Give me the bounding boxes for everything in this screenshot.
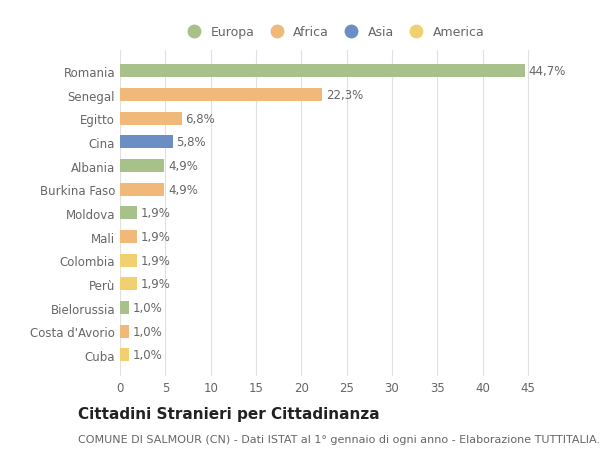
Text: 1,9%: 1,9% <box>141 278 171 291</box>
Text: 22,3%: 22,3% <box>326 89 363 102</box>
Bar <box>120 325 129 338</box>
Bar <box>120 112 182 125</box>
Text: 1,9%: 1,9% <box>141 230 171 244</box>
Bar <box>120 160 164 173</box>
Text: Cittadini Stranieri per Cittadinanza: Cittadini Stranieri per Cittadinanza <box>78 406 380 421</box>
Bar <box>120 254 137 267</box>
Text: 1,0%: 1,0% <box>133 325 163 338</box>
Bar <box>120 65 525 78</box>
Text: COMUNE DI SALMOUR (CN) - Dati ISTAT al 1° gennaio di ogni anno - Elaborazione TU: COMUNE DI SALMOUR (CN) - Dati ISTAT al 1… <box>78 434 600 444</box>
Bar <box>120 183 164 196</box>
Bar <box>120 207 137 220</box>
Text: 1,9%: 1,9% <box>141 254 171 267</box>
Text: 1,0%: 1,0% <box>133 348 163 362</box>
Text: 4,9%: 4,9% <box>168 183 198 196</box>
Bar <box>120 348 129 362</box>
Text: 1,9%: 1,9% <box>141 207 171 220</box>
Text: 4,9%: 4,9% <box>168 160 198 173</box>
Text: 1,0%: 1,0% <box>133 302 163 314</box>
Text: 5,8%: 5,8% <box>176 136 206 149</box>
Bar <box>120 278 137 291</box>
Bar <box>120 230 137 244</box>
Bar <box>120 89 322 102</box>
Legend: Europa, Africa, Asia, America: Europa, Africa, Asia, America <box>176 21 490 44</box>
Text: 44,7%: 44,7% <box>529 65 566 78</box>
Bar <box>120 302 129 314</box>
Text: 6,8%: 6,8% <box>185 112 215 125</box>
Bar <box>120 136 173 149</box>
